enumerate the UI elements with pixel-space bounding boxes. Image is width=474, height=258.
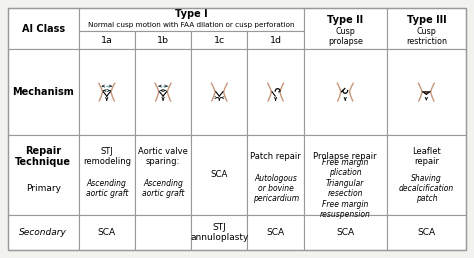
- Text: Ascending
aortic graft: Ascending aortic graft: [86, 179, 128, 198]
- Bar: [247, 49, 304, 135]
- Bar: [191, 31, 247, 49]
- Bar: [304, 49, 387, 135]
- Bar: [191, 135, 247, 215]
- Text: Mechanism: Mechanism: [12, 87, 74, 97]
- Text: SCA: SCA: [98, 228, 116, 237]
- Text: SCA: SCA: [336, 228, 354, 237]
- Bar: [79, 135, 135, 215]
- Bar: [79, 31, 135, 49]
- Text: Aortic valve
sparing:: Aortic valve sparing:: [138, 147, 188, 166]
- Text: 1c: 1c: [214, 36, 225, 45]
- Bar: [304, 8, 387, 49]
- Bar: [247, 215, 304, 250]
- Bar: [135, 215, 191, 250]
- Bar: [79, 49, 135, 135]
- Text: 1a: 1a: [101, 36, 113, 45]
- Bar: [304, 215, 387, 250]
- Bar: [135, 49, 191, 135]
- Polygon shape: [424, 92, 429, 94]
- Text: Normal cusp motion with FAA dilation or cusp perforation: Normal cusp motion with FAA dilation or …: [88, 22, 294, 28]
- Text: Shaving
decalcification
patch: Shaving decalcification patch: [399, 174, 454, 204]
- Text: SCA: SCA: [417, 228, 436, 237]
- Bar: [8, 215, 79, 250]
- Text: 1d: 1d: [270, 36, 282, 45]
- Text: STJ
remodeling: STJ remodeling: [83, 147, 131, 166]
- Text: Cusp
prolapse: Cusp prolapse: [328, 27, 363, 46]
- Text: Repair
Technique: Repair Technique: [15, 146, 71, 167]
- Bar: [191, 215, 247, 250]
- Bar: [247, 135, 304, 215]
- Bar: [79, 8, 304, 31]
- Text: STJ
annuloplasty: STJ annuloplasty: [190, 223, 248, 242]
- Text: Type III: Type III: [407, 14, 446, 25]
- Bar: [247, 31, 304, 49]
- Text: 1b: 1b: [157, 36, 169, 45]
- Text: Type II: Type II: [327, 14, 363, 25]
- Bar: [304, 135, 387, 215]
- Text: Autologous
or bovine
pericardium: Autologous or bovine pericardium: [253, 174, 299, 204]
- Bar: [8, 8, 79, 49]
- Bar: [387, 135, 466, 215]
- Text: Secondary: Secondary: [19, 228, 67, 237]
- Bar: [387, 215, 466, 250]
- Text: Primary: Primary: [26, 184, 61, 193]
- Bar: [8, 135, 79, 215]
- Text: Leaflet
repair: Leaflet repair: [412, 147, 441, 166]
- Text: SCA: SCA: [210, 171, 228, 180]
- Text: Prolapse repair: Prolapse repair: [313, 152, 377, 161]
- Bar: [8, 49, 79, 135]
- Text: Type I: Type I: [175, 10, 208, 19]
- Bar: [135, 135, 191, 215]
- Text: Patch repair: Patch repair: [250, 152, 301, 161]
- Bar: [135, 31, 191, 49]
- Bar: [191, 49, 247, 135]
- Bar: [387, 49, 466, 135]
- Text: AI Class: AI Class: [22, 23, 65, 34]
- Bar: [387, 8, 466, 49]
- Text: Cusp
restriction: Cusp restriction: [406, 27, 447, 46]
- Text: SCA: SCA: [266, 228, 285, 237]
- Text: Free margin
plication
Triangular
resection
Free margin
resuspension: Free margin plication Triangular resecti…: [320, 158, 371, 219]
- Bar: [79, 215, 135, 250]
- Text: Ascending
aortic graft: Ascending aortic graft: [142, 179, 184, 198]
